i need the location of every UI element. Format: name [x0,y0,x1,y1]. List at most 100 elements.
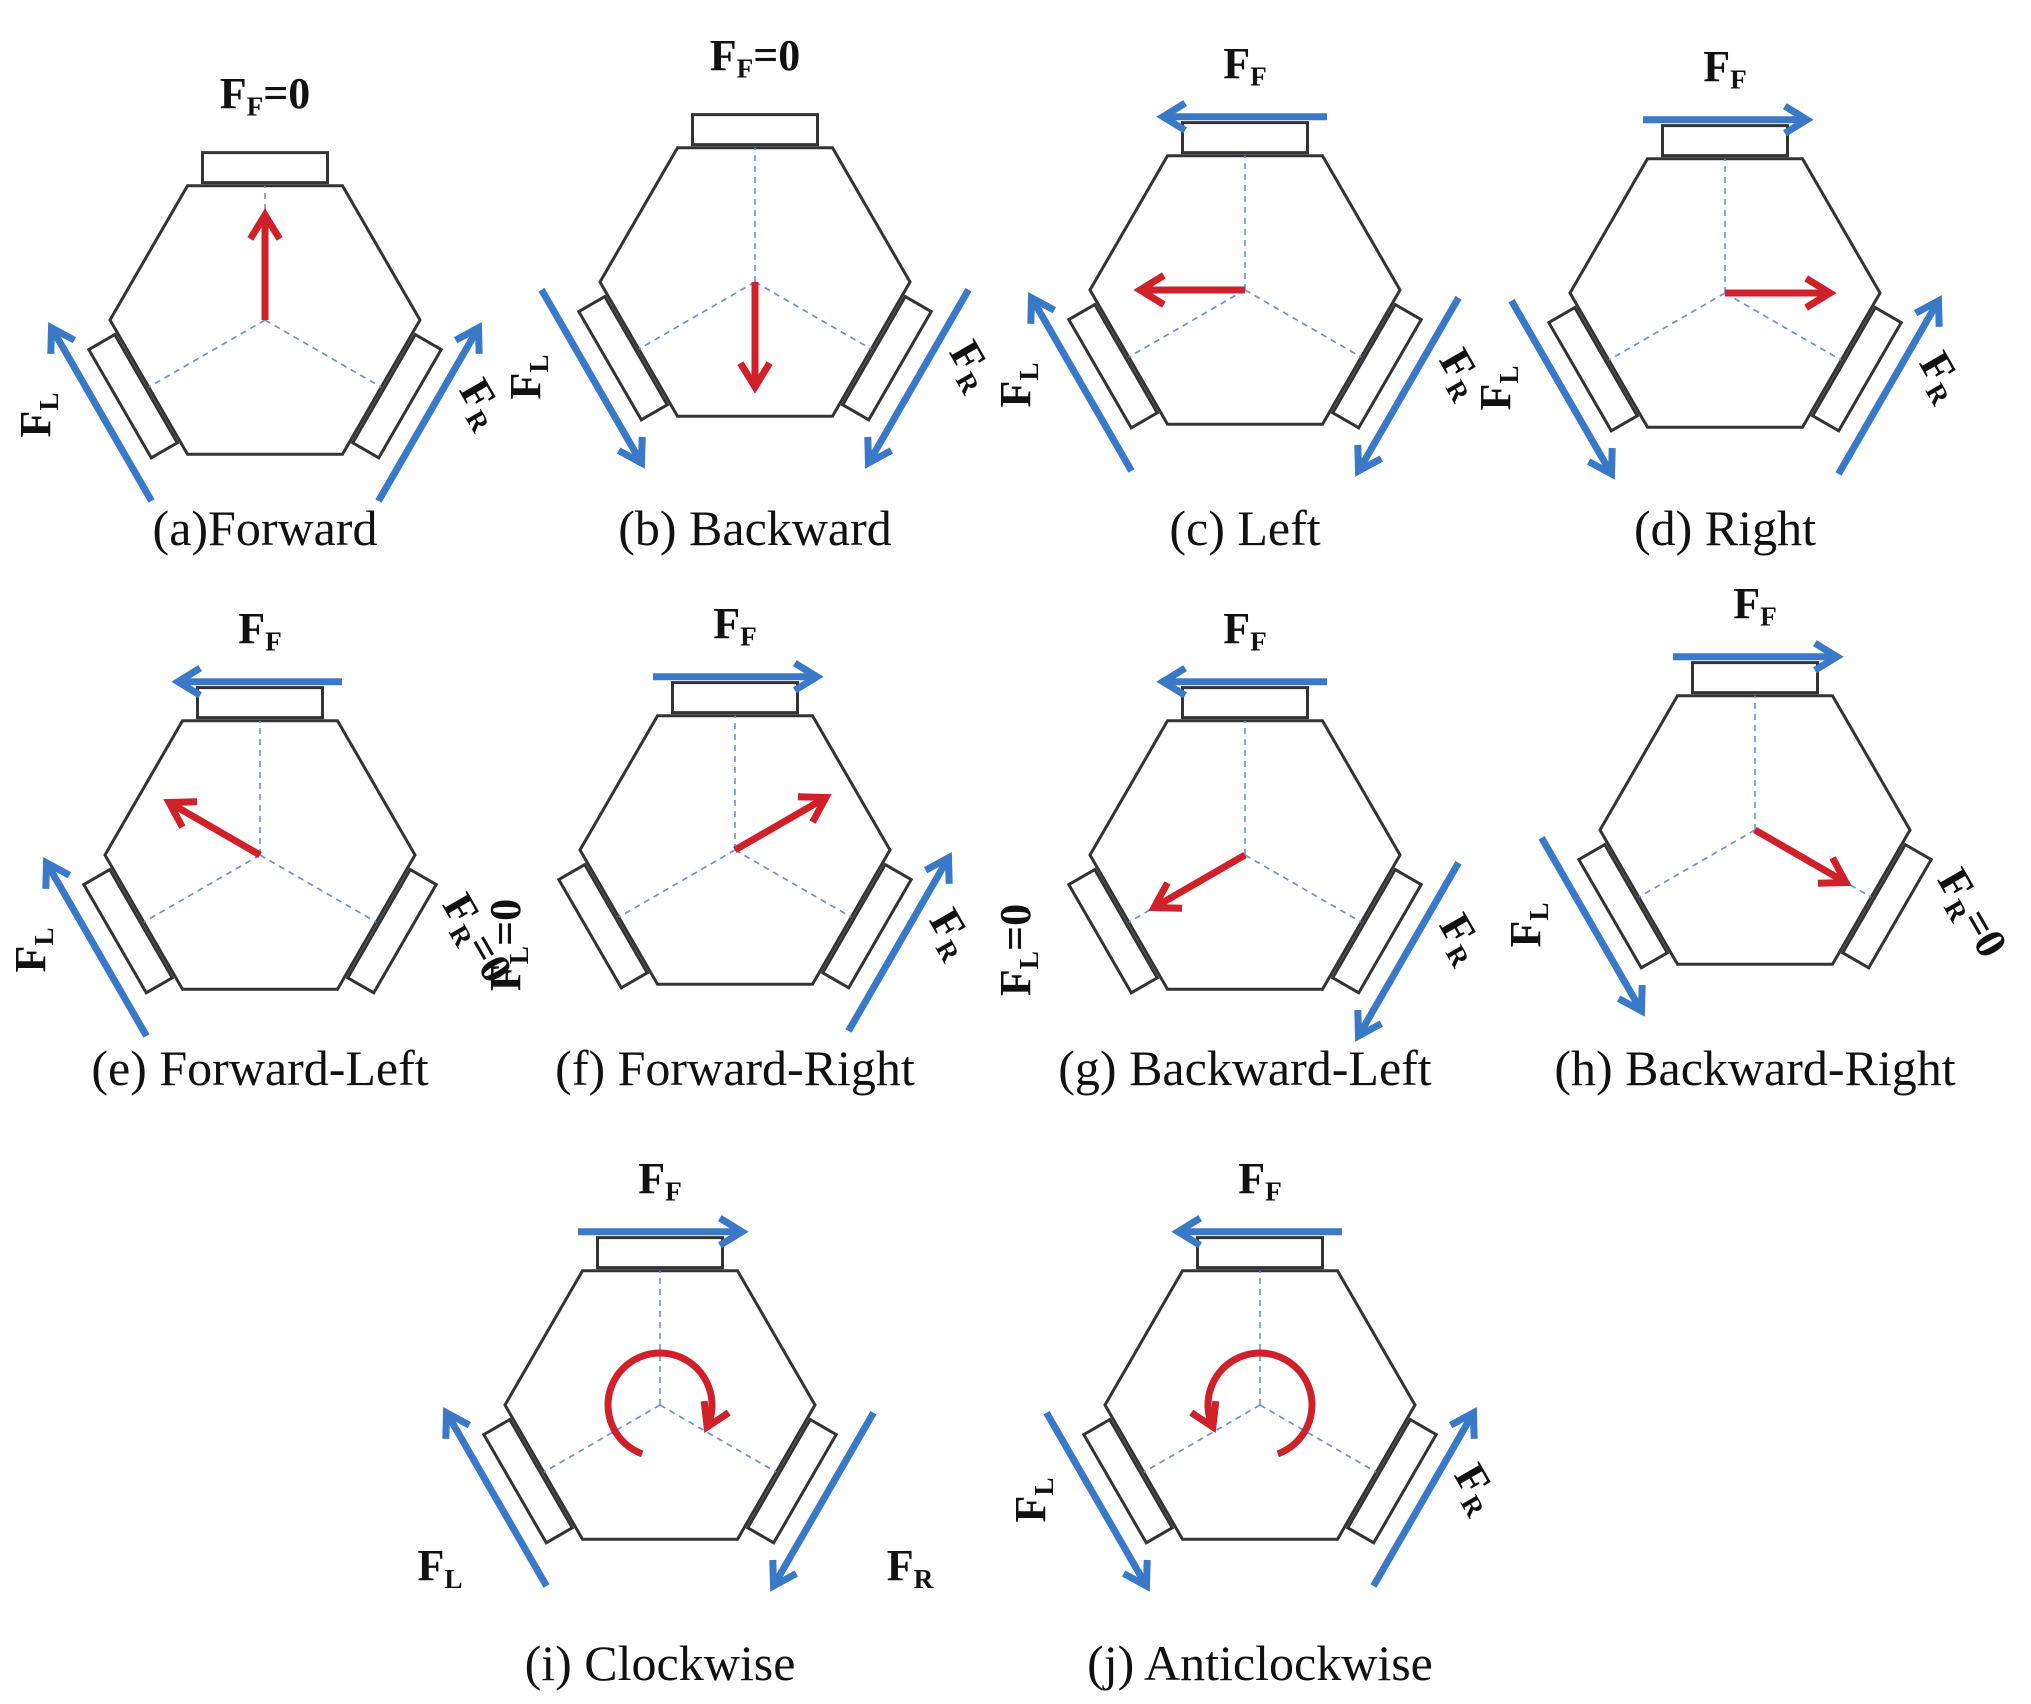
panel-caption: (a)Forward [153,500,378,556]
force-label-left: FL [1006,1477,1059,1522]
robot-chassis [103,719,417,991]
wheel-front [1181,686,1309,720]
guide-line-right [1244,854,1362,923]
panel-caption: (f) Forward-Right [555,1040,915,1096]
force-label-left-symbol: F [1501,921,1550,948]
force-label-front: FF [1733,579,1777,632]
force-label-left-subscript: L [1014,362,1044,380]
force-label-front-subscript: F [1265,1177,1282,1207]
motion-arrowhead [247,208,283,241]
panel-caption: (h) Backward-Right [1554,1040,1955,1096]
force-arrowhead-right [923,851,953,884]
guide-line-left [1128,289,1246,358]
guide-line-right [1244,289,1362,358]
force-label-front: FF [638,1154,682,1207]
force-label-left-subscript: L [444,1564,462,1594]
force-arrowhead-left [1616,984,1646,1017]
force-label-front: FF [238,604,282,657]
motion-arrow [733,794,828,854]
force-arrowhead-left [47,321,77,354]
wheel-body-front [596,1236,724,1270]
wheel-right [1330,867,1424,995]
wheel-right [820,862,914,990]
force-label-right: FR [1441,1455,1510,1522]
force-arrowhead-left [1121,1559,1151,1592]
force-label-left-symbol: F [6,946,55,973]
robot-chassis [1598,694,1912,966]
wheel-left [1066,867,1160,995]
force-arrowhead-right [453,321,483,354]
force-arrow-left [1538,836,1645,1013]
wheel-body-right [1810,305,1904,433]
guide-line-left [148,319,266,388]
rotation-arrow [1204,1349,1316,1458]
wheel-body-right [350,332,444,460]
force-label-front: FF [1223,39,1267,92]
force-label-front: FF [1223,604,1267,657]
guide-line-right [754,281,872,350]
robot-chassis [108,184,422,456]
force-label-left-subscript: L [1524,902,1554,920]
force-label-left-symbol: F [991,381,1040,408]
panel-caption: (d) Right [1634,500,1816,556]
force-arrowhead-right [864,436,894,469]
wheel-body-left [481,1417,575,1545]
motion-arrowhead [1148,881,1183,912]
wheel-right [745,1417,839,1545]
guide-line-right [264,319,382,388]
force-arrow-right [1355,296,1462,473]
wheel-left [86,332,180,460]
robot-chassis [1568,157,1882,429]
motion-arrowhead [1804,275,1837,311]
force-label-front-subscript: F [265,627,282,657]
force-arrow-left [43,861,150,1038]
wheel-front [1691,661,1819,695]
force-label-front-subscript: F [1760,602,1777,632]
wheel-left [556,862,650,990]
force-arrowhead-front [171,665,202,699]
force-arrowhead-left [442,1406,472,1439]
robot-chassis [1103,1269,1417,1541]
wheel-front [196,686,324,720]
force-label-front-symbol: F [1223,39,1250,88]
force-label-left: FL [991,362,1044,407]
wheel-right [1330,302,1424,430]
wheel-body-left [1081,1417,1175,1545]
force-arrow-right [1355,861,1462,1038]
guide-line-left [1638,829,1756,898]
panel-caption: (b) Backward [618,500,892,556]
motion-arrowhead [1133,272,1166,308]
force-label-left-subscript: L [1029,1477,1059,1495]
wheel-right [350,332,444,460]
panel-caption: (e) Forward-Left [91,1040,428,1096]
wheel-body-left [1576,842,1670,970]
force-label-left: FL [1471,365,1524,410]
force-label-front: FF [1703,42,1747,95]
force-arrowhead-right [769,1559,799,1592]
wheel-right [1810,305,1904,433]
wheel-body-left [86,332,180,460]
force-arrow-right [770,1411,877,1588]
force-label-left: FL [1501,902,1554,947]
force-label-left: FL [501,354,554,399]
guide-line-right [734,849,852,918]
force-arrowhead-left [616,436,646,469]
force-label-front-subscript: F [665,1177,682,1207]
force-arrow-right [375,326,482,503]
wheel-body-right [820,862,914,990]
wheel-right [345,867,439,995]
wheel-body-left [556,862,650,990]
panel-caption: (c) Left [1169,500,1320,556]
force-label-left-symbol: F [481,964,530,991]
motion-arrowhead [797,793,832,824]
wheel-front [1661,124,1789,158]
wheel-body-right [345,867,439,995]
panel-caption: (i) Clockwise [525,1635,796,1691]
force-label-left-subscript: L [34,392,64,410]
wheel-body-front [1181,686,1309,720]
motion-arrowhead [737,361,773,394]
